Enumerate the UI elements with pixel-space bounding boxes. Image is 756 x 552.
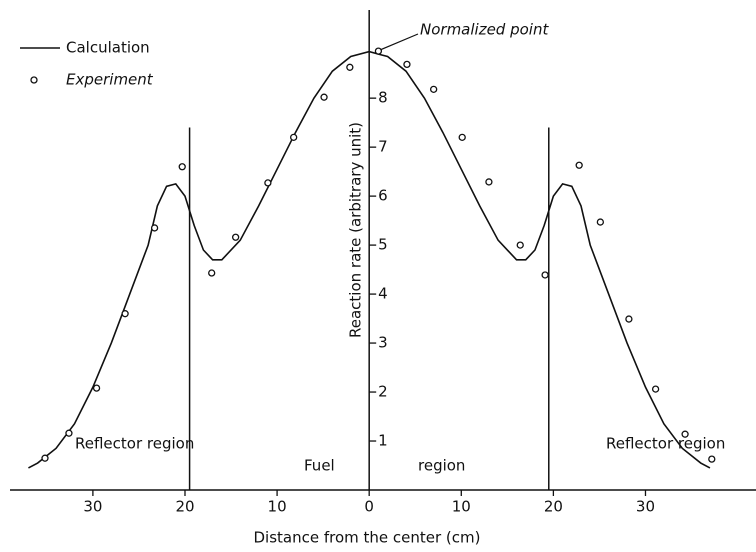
experiment-point <box>92 384 101 392</box>
experiment-point <box>231 233 240 241</box>
experiment-point <box>485 178 493 186</box>
experiment-point <box>708 455 716 463</box>
y-tick-label: 4 <box>378 285 388 303</box>
y-tick-label: 6 <box>378 187 388 205</box>
region-label: region <box>418 457 465 475</box>
y-tick-label: 1 <box>378 432 388 450</box>
experiment-point <box>178 163 186 171</box>
experiment-point <box>403 60 411 69</box>
experiment-point <box>65 429 73 437</box>
legend-label: Calculation <box>66 39 150 57</box>
annotation: Normalized point <box>420 21 549 39</box>
experiment-point <box>320 93 328 101</box>
experiment-point <box>346 63 354 71</box>
x-tick-label: 30 <box>83 498 102 516</box>
y-tick-label: 7 <box>378 138 388 156</box>
y-axis-label: Reaction rate (arbitrary unit) <box>347 122 365 338</box>
experiment-point <box>458 133 466 141</box>
calculation-curve <box>28 50 711 469</box>
experiment-point <box>596 218 605 226</box>
y-tick-label: 3 <box>378 334 388 352</box>
experiment-point <box>681 430 689 438</box>
experiment-point <box>651 385 660 393</box>
x-tick-label: 0 <box>364 498 374 516</box>
experiment-point <box>150 224 159 232</box>
x-axis-label: Distance from the center (cm) <box>253 529 480 547</box>
y-tick-label: 2 <box>378 383 388 401</box>
experiment-point <box>290 133 298 141</box>
x-tick-label: 30 <box>636 498 655 516</box>
x-tick-label: 10 <box>268 498 287 516</box>
y-tick-label: 8 <box>378 89 388 107</box>
experiment-point <box>625 315 633 323</box>
region-label: Fuel <box>304 457 335 475</box>
experiment-point <box>121 310 129 318</box>
experiment-point <box>430 85 438 93</box>
region-label: Reflector region <box>75 435 194 453</box>
experiment-point <box>264 179 272 187</box>
experiment-point <box>575 161 583 169</box>
experiment-point <box>541 271 549 279</box>
experiment-point <box>208 269 216 277</box>
x-tick-label: 10 <box>452 498 471 516</box>
experiment-point <box>374 47 383 55</box>
x-tick-label: 20 <box>544 498 563 516</box>
x-tick-label: 20 <box>175 498 194 516</box>
annotation-arrow <box>379 33 419 51</box>
legend-marker <box>30 76 38 84</box>
experiment-point <box>516 241 524 249</box>
legend-label: Experiment <box>66 71 154 89</box>
y-tick-label: 5 <box>378 236 388 254</box>
experiment-point <box>41 454 49 462</box>
region-label: Reflector region <box>606 435 725 453</box>
